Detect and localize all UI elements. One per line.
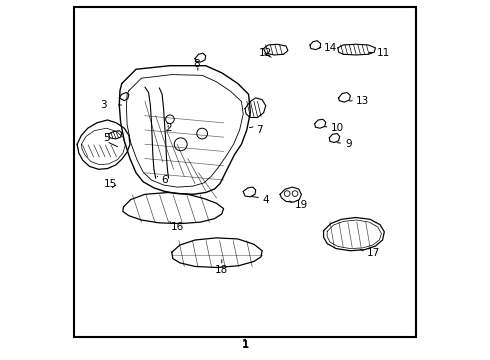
Text: 16: 16	[171, 222, 184, 232]
Text: 11: 11	[377, 48, 391, 58]
Text: 1: 1	[242, 339, 248, 349]
Text: 7: 7	[256, 125, 262, 135]
Text: 9: 9	[345, 139, 352, 149]
Text: 18: 18	[215, 265, 228, 275]
Text: 6: 6	[161, 175, 168, 185]
Text: 2: 2	[165, 123, 172, 133]
FancyBboxPatch shape	[74, 7, 416, 337]
Text: 4: 4	[262, 195, 269, 204]
Text: 12: 12	[259, 48, 272, 58]
Text: 15: 15	[103, 179, 117, 189]
Text: 1: 1	[242, 340, 248, 350]
Text: 13: 13	[356, 96, 369, 107]
Text: 3: 3	[100, 100, 106, 110]
Text: 8: 8	[193, 59, 200, 69]
Text: 19: 19	[295, 200, 308, 210]
Text: 17: 17	[367, 248, 380, 258]
Text: 14: 14	[323, 43, 337, 53]
Text: 5: 5	[103, 133, 110, 143]
Text: 10: 10	[331, 123, 344, 133]
